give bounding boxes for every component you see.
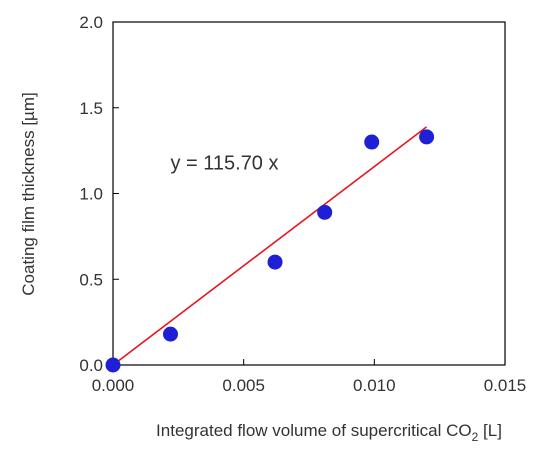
y-tick-label: 1.5 bbox=[79, 99, 103, 118]
x-tick-label: 0.015 bbox=[484, 376, 527, 395]
x-axis-title-unit: [L] bbox=[478, 421, 502, 440]
y-tick-label: 0.0 bbox=[79, 356, 103, 375]
data-point bbox=[317, 204, 333, 220]
x-axis-ticks: 0.000 0.005 0.010 0.015 bbox=[92, 359, 527, 395]
y-tick-label: 0.5 bbox=[79, 270, 103, 289]
x-tick-label: 0.000 bbox=[92, 376, 135, 395]
data-point bbox=[267, 254, 283, 270]
x-axis-title-subscript: 2 bbox=[472, 430, 479, 444]
fit-equation-label: y = 115.70 x bbox=[170, 153, 278, 175]
plot-frame bbox=[112, 21, 506, 366]
data-point bbox=[105, 357, 121, 373]
y-axis-title: Coating film thickness [µm] bbox=[19, 92, 38, 295]
y-tick-label: 1.0 bbox=[79, 185, 103, 204]
y-axis-ticks: 0.0 0.5 1.0 1.5 2.0 bbox=[79, 13, 119, 375]
x-tick-label: 0.005 bbox=[222, 376, 265, 395]
data-point bbox=[419, 129, 435, 145]
x-tick-label: 0.010 bbox=[353, 376, 396, 395]
data-point bbox=[364, 134, 380, 150]
data-points-layer bbox=[105, 129, 435, 373]
fit-line-layer bbox=[112, 126, 428, 366]
y-tick-label: 2.0 bbox=[79, 13, 103, 32]
x-axis-title-main: Integrated flow volume of supercritical … bbox=[156, 421, 472, 440]
fit-line bbox=[112, 126, 428, 366]
x-axis-title: Integrated flow volume of supercritical … bbox=[156, 421, 502, 444]
data-point bbox=[162, 326, 178, 342]
